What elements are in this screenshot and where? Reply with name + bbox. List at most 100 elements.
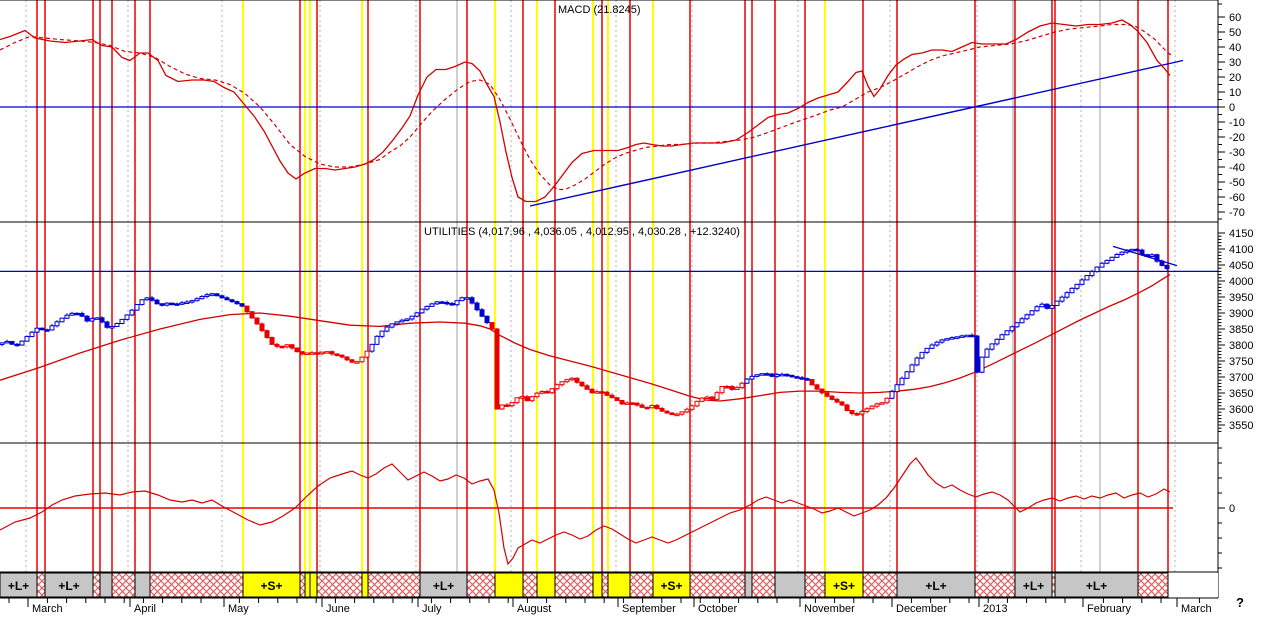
candle <box>689 405 695 410</box>
candle <box>594 391 600 394</box>
candle <box>684 408 690 413</box>
candle <box>94 317 100 320</box>
macd-panel <box>0 19 1184 207</box>
strip-cell-flat[interactable] <box>149 572 244 598</box>
candle <box>514 397 520 404</box>
candle <box>829 395 835 400</box>
strip-cell-flat[interactable] <box>92 572 101 598</box>
strip-cell-short[interactable] <box>304 572 311 598</box>
month-label: February <box>1087 603 1132 615</box>
strip-cell-long[interactable] <box>0 572 38 598</box>
strip-cell-short[interactable] <box>309 572 318 598</box>
candle <box>189 300 195 303</box>
axis-tick-label: 10 <box>1229 87 1241 99</box>
candle <box>54 321 60 327</box>
candle <box>809 379 815 386</box>
strip-cell-flat[interactable] <box>367 572 421 598</box>
strip-cell-long[interactable] <box>419 572 468 598</box>
strip-cell-short[interactable] <box>652 572 691 598</box>
strip-cell-short[interactable] <box>494 572 524 598</box>
candle <box>859 411 865 415</box>
axis-tick-label: -70 <box>1229 207 1245 219</box>
candle <box>714 392 720 400</box>
candle <box>914 357 920 366</box>
candle <box>539 391 545 394</box>
candle <box>154 299 160 305</box>
momentum-line <box>0 457 1171 566</box>
candle <box>849 409 855 415</box>
candle <box>389 323 395 328</box>
candle <box>694 400 700 407</box>
candle <box>89 318 95 322</box>
strip-cell-short[interactable] <box>536 572 556 598</box>
help-question-mark[interactable]: ? <box>1236 595 1244 610</box>
candle <box>899 377 905 386</box>
strip-cell-long[interactable] <box>774 572 806 598</box>
candle <box>394 321 400 325</box>
candle <box>164 302 170 306</box>
strip-cell-flat[interactable] <box>316 572 363 598</box>
candle <box>754 374 760 377</box>
candle <box>884 397 890 404</box>
axis-tick-label: 3650 <box>1229 388 1253 400</box>
candle <box>894 384 900 393</box>
strip-cell-flat[interactable] <box>466 572 496 598</box>
candle <box>804 378 810 381</box>
strip-cell-long[interactable] <box>134 572 151 598</box>
strip-cell-flat[interactable] <box>299 572 306 598</box>
candle <box>319 351 325 355</box>
strip-cell-short[interactable] <box>607 572 631 598</box>
strip-cell-flat[interactable] <box>862 572 898 598</box>
strip-cell-long[interactable] <box>744 572 753 598</box>
axis-tick-label: 30 <box>1229 57 1241 69</box>
strip-cell-flat[interactable] <box>804 572 826 598</box>
candle <box>1119 251 1125 255</box>
candle <box>904 371 910 379</box>
candle <box>654 404 660 409</box>
candle <box>139 299 145 306</box>
candle <box>974 335 980 373</box>
axis-tick-label: 4150 <box>1229 228 1253 240</box>
candle <box>249 311 255 319</box>
month-label: June <box>326 603 350 615</box>
price-panel <box>0 245 1178 417</box>
candle <box>944 338 950 341</box>
strip-cell-short[interactable] <box>361 572 369 598</box>
candle <box>719 385 725 394</box>
strip-cell-flat[interactable] <box>629 572 654 598</box>
strip-cell-flat[interactable] <box>751 572 776 598</box>
macd-trendline <box>529 59 1184 207</box>
strip-cell-flat[interactable] <box>1137 572 1169 598</box>
candle <box>464 297 470 300</box>
candle <box>454 300 460 306</box>
strip-cell-flat[interactable] <box>974 572 1016 598</box>
strip-cell-label: +L+ <box>1086 579 1107 593</box>
candle <box>949 337 955 340</box>
candle <box>779 373 785 377</box>
month-label: March <box>32 603 63 615</box>
strip-cell-flat[interactable] <box>601 572 609 598</box>
strip-cell-flat[interactable] <box>689 572 746 598</box>
strip-cell-long[interactable] <box>99 572 113 598</box>
strip-cell-short[interactable] <box>592 572 603 598</box>
strip-cell-flat[interactable] <box>522 572 538 598</box>
strip-cell-long[interactable] <box>44 572 94 598</box>
candle <box>609 394 615 399</box>
month-label: August <box>517 603 551 615</box>
candle <box>419 308 425 314</box>
strip-cell-label: +L+ <box>925 579 946 593</box>
month-label: September <box>622 603 676 615</box>
strip-cell-flat[interactable] <box>111 572 136 598</box>
candle <box>234 301 240 305</box>
candle <box>664 410 670 414</box>
vertical-guides <box>25 0 1176 598</box>
strip-cell-flat[interactable] <box>36 572 46 598</box>
candle <box>524 396 530 402</box>
strip-cell-flat[interactable] <box>554 572 594 598</box>
strip-cell-long[interactable] <box>896 572 976 598</box>
candle <box>1084 275 1090 281</box>
candle <box>359 356 365 363</box>
candle <box>109 326 115 329</box>
candle <box>589 388 595 394</box>
